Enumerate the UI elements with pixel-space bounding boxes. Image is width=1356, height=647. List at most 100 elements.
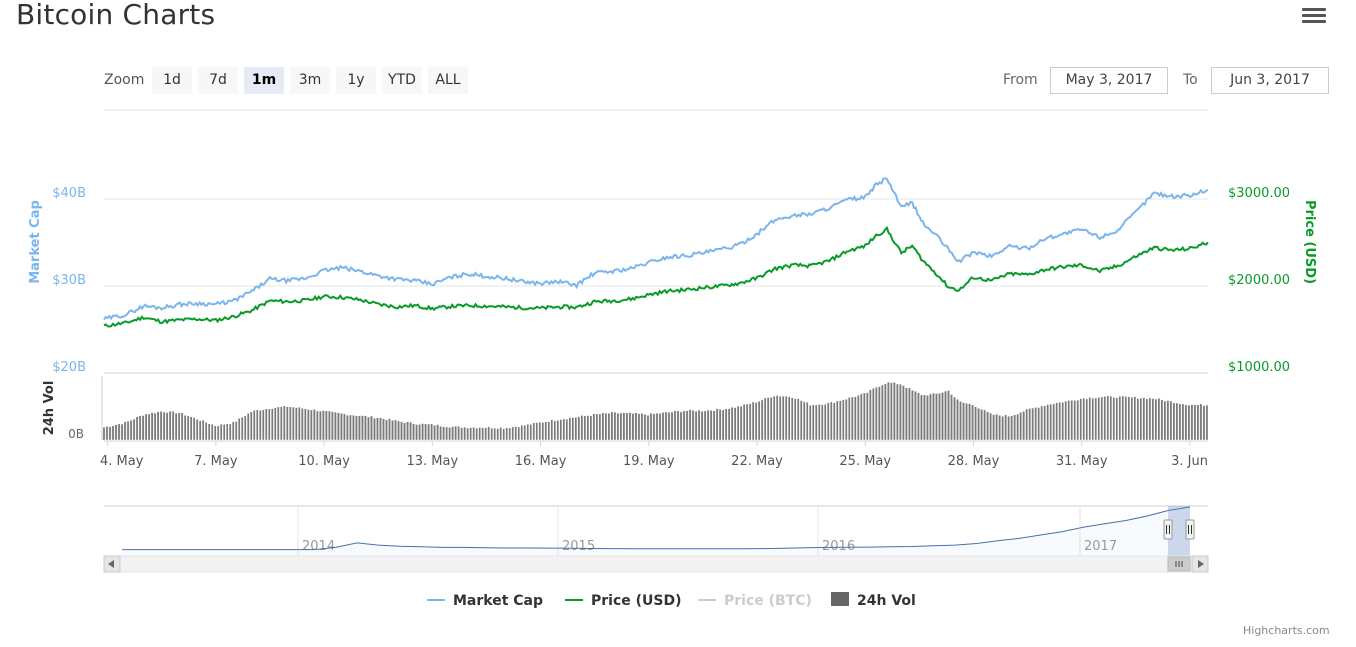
navigator-scrollbar[interactable] (103, 555, 1209, 573)
navigator-year-label: 2017 (1084, 539, 1117, 554)
volume-bar (983, 409, 986, 441)
volume-bar (361, 415, 364, 441)
legend-swatch (831, 592, 849, 606)
right-axis-tick-label: $3000.00 (1228, 186, 1290, 201)
volume-bar (358, 415, 361, 441)
volume-bar (1022, 411, 1025, 441)
volume-bar (267, 408, 271, 441)
volume-bar (201, 419, 205, 441)
volume-bar (1004, 414, 1007, 441)
volume-bar (1019, 412, 1022, 441)
volume-bar (1007, 416, 1010, 441)
volume-bar (953, 396, 956, 441)
from-date-input[interactable]: May 3, 2017 (1050, 67, 1168, 94)
legend-item-24h-vol[interactable]: 24h Vol (831, 592, 916, 609)
volume-bar (319, 410, 322, 441)
volume-bar (679, 411, 683, 441)
volume-bar (820, 404, 824, 441)
volume-bar (538, 422, 542, 441)
navigator-right-handle[interactable] (1185, 519, 1195, 540)
legend-item-market-cap[interactable]: Market Cap (427, 593, 543, 609)
zoom-button-7d[interactable]: 7d (198, 67, 238, 94)
volume-bar (832, 402, 836, 441)
volume-bar (427, 423, 430, 441)
volume-bar (189, 416, 193, 441)
volume-bar (811, 404, 815, 441)
volume-bar (1193, 404, 1197, 441)
zoom-button-ytd[interactable]: YTD (382, 67, 422, 94)
volume-bar (971, 404, 974, 441)
volume-bar (1163, 400, 1167, 441)
volume-bar (622, 412, 626, 441)
volume-bar (1082, 398, 1086, 441)
volume-bar (1085, 398, 1089, 441)
volume-bar (613, 411, 617, 441)
volume-bar (337, 412, 340, 441)
volume-bar (866, 392, 869, 441)
volume-bar (760, 399, 764, 441)
volume-bar (1043, 405, 1046, 441)
volume-bar (313, 409, 316, 441)
zoom-button-1m[interactable]: 1m (244, 67, 284, 94)
volume-bar (619, 412, 623, 441)
volume-bar (875, 387, 878, 441)
volume-bar (956, 399, 959, 441)
x-axis-label: 10. May (298, 454, 350, 469)
volume-bar (436, 424, 439, 441)
volume-bar (763, 397, 767, 441)
volume-bar (817, 404, 821, 441)
highcharts-credits-link[interactable]: Highcharts.com (1243, 624, 1330, 637)
volume-bar (1067, 400, 1071, 441)
volume-bar (295, 407, 298, 441)
volume-bar (1145, 398, 1149, 441)
volume-bar (394, 419, 397, 441)
volume-bar (1091, 398, 1095, 441)
volume-bar (286, 406, 289, 441)
volume-bar (721, 409, 725, 441)
volume-bar (583, 415, 587, 441)
volume-bar (706, 409, 710, 441)
volume-bar (688, 409, 692, 441)
legend-item-price-btc[interactable]: Price (BTC) (698, 593, 812, 609)
volume-bar (775, 395, 779, 441)
volume-bar (1187, 404, 1191, 441)
volume-bar (658, 413, 662, 441)
volume-bar (147, 413, 151, 441)
zoom-button-1d[interactable]: 1d (152, 67, 192, 94)
volume-bar (400, 421, 403, 441)
volume-bar (535, 422, 539, 441)
zoom-button-1y[interactable]: 1y (336, 67, 376, 94)
volume-bar (890, 382, 893, 441)
volume-bar (700, 411, 704, 441)
to-date-input[interactable]: Jun 3, 2017 (1211, 67, 1329, 94)
scroll-left-arrow-icon (108, 560, 114, 568)
volume-bar (1112, 397, 1116, 441)
volume-bar (839, 400, 842, 441)
volume-bar (1196, 404, 1200, 441)
volume-bar (451, 426, 454, 441)
volume-bar (508, 427, 512, 441)
zoom-button-3m[interactable]: 3m (290, 67, 330, 94)
volume-bar (186, 415, 190, 441)
volume-bar (111, 425, 115, 441)
volume-bar (784, 395, 788, 441)
volume-bar (373, 417, 376, 441)
volume-bar (896, 383, 899, 441)
legend-item-price-usd[interactable]: Price (USD) (565, 593, 682, 609)
legend-label: Price (BTC) (724, 593, 812, 609)
volume-bar (1184, 404, 1188, 441)
zoom-button-all[interactable]: ALL (428, 67, 468, 94)
volume-bar (586, 415, 590, 441)
hamburger-menu-icon[interactable] (1302, 8, 1326, 28)
volume-bar (343, 413, 346, 441)
volume-bar (370, 415, 373, 441)
volume-bar (1058, 401, 1061, 441)
navigator-line (122, 506, 1191, 551)
volume-bar (289, 406, 292, 441)
volume-bar (1160, 399, 1164, 441)
navigator-left-handle[interactable] (1163, 519, 1173, 540)
left-axis-tick-label: $40B (52, 186, 86, 201)
volume-bar (772, 395, 776, 441)
volume-bar (310, 409, 313, 441)
volume-bar (562, 418, 566, 441)
